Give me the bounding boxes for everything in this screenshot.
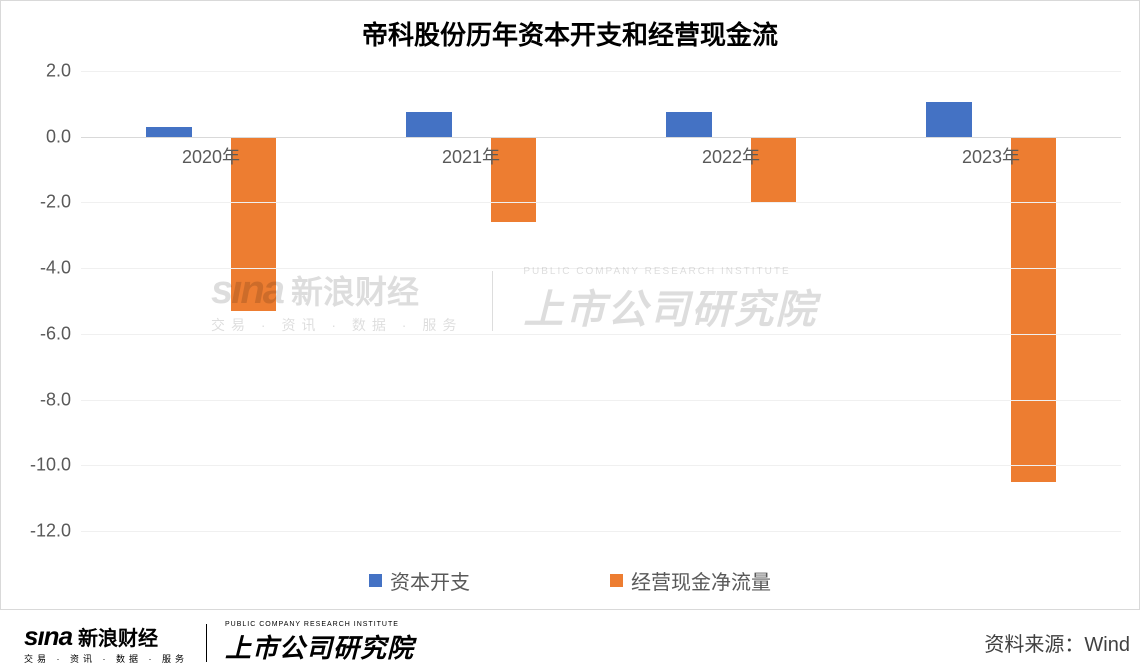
data-source: 资料来源：Wind [984, 628, 1130, 657]
gridline [81, 71, 1121, 72]
legend: 资本开支 经营现金净流量 [1, 566, 1139, 595]
bar [1011, 137, 1057, 482]
legend-item: 经营现金净流量 [610, 566, 771, 595]
legend-label: 经营现金净流量 [631, 566, 771, 595]
institute-en: PUBLIC COMPANY RESEARCH INSTITUTE [225, 621, 414, 628]
footer: sına 新浪财经 交易 · 资讯 · 数据 · 服务 PUBLIC COMPA… [0, 615, 1140, 671]
gridline [81, 137, 1121, 138]
legend-item: 资本开支 [369, 566, 470, 595]
legend-label: 资本开支 [390, 566, 470, 595]
bar [926, 102, 972, 137]
sina-sub: 交易 · 资讯 · 数据 · 服务 [24, 652, 188, 665]
plot-area: 2020年2021年2022年2023年 2.00.0-2.0-4.0-6.0-… [81, 71, 1121, 531]
gridline [81, 400, 1121, 401]
ytick-label: -8.0 [40, 389, 81, 410]
ytick-label: 0.0 [46, 126, 81, 147]
chart-title: 帝科股份历年资本开支和经营现金流 [1, 15, 1139, 52]
footer-brand: sına 新浪财经 交易 · 资讯 · 数据 · 服务 PUBLIC COMPA… [0, 621, 414, 665]
legend-swatch [610, 574, 623, 587]
sina-logo-text: sına [24, 621, 72, 652]
footer-divider [206, 624, 207, 662]
ytick-label: -6.0 [40, 323, 81, 344]
footer-institute: PUBLIC COMPANY RESEARCH INSTITUTE 上市公司研究… [225, 621, 414, 665]
chart-container: 帝科股份历年资本开支和经营现金流 2020年 2021年 2022年 2023年 2.… [0, 0, 1140, 610]
category-label: 2020年 [182, 143, 240, 169]
bar [146, 127, 192, 137]
category-label: 2023年 [962, 143, 1020, 169]
bar [666, 112, 712, 137]
ytick-label: 2.0 [46, 61, 81, 82]
legend-swatch [369, 574, 382, 587]
gridline [81, 531, 1121, 532]
ytick-label: -4.0 [40, 258, 81, 279]
plot-inner: 2020年 2021年 2022年 2023年 [81, 71, 1121, 531]
gridline [81, 334, 1121, 335]
institute-cn: 上市公司研究院 [225, 628, 414, 665]
gridline [81, 465, 1121, 466]
ytick-label: -10.0 [30, 455, 81, 476]
footer-sina: sına 新浪财经 交易 · 资讯 · 数据 · 服务 [24, 621, 188, 665]
category-label: 2022年 [702, 143, 760, 169]
sina-cn: 新浪财经 [78, 622, 158, 651]
ytick-label: -12.0 [30, 521, 81, 542]
gridline [81, 202, 1121, 203]
ytick-label: -2.0 [40, 192, 81, 213]
category-label: 2021年 [442, 143, 500, 169]
bar [406, 112, 452, 137]
gridline [81, 268, 1121, 269]
